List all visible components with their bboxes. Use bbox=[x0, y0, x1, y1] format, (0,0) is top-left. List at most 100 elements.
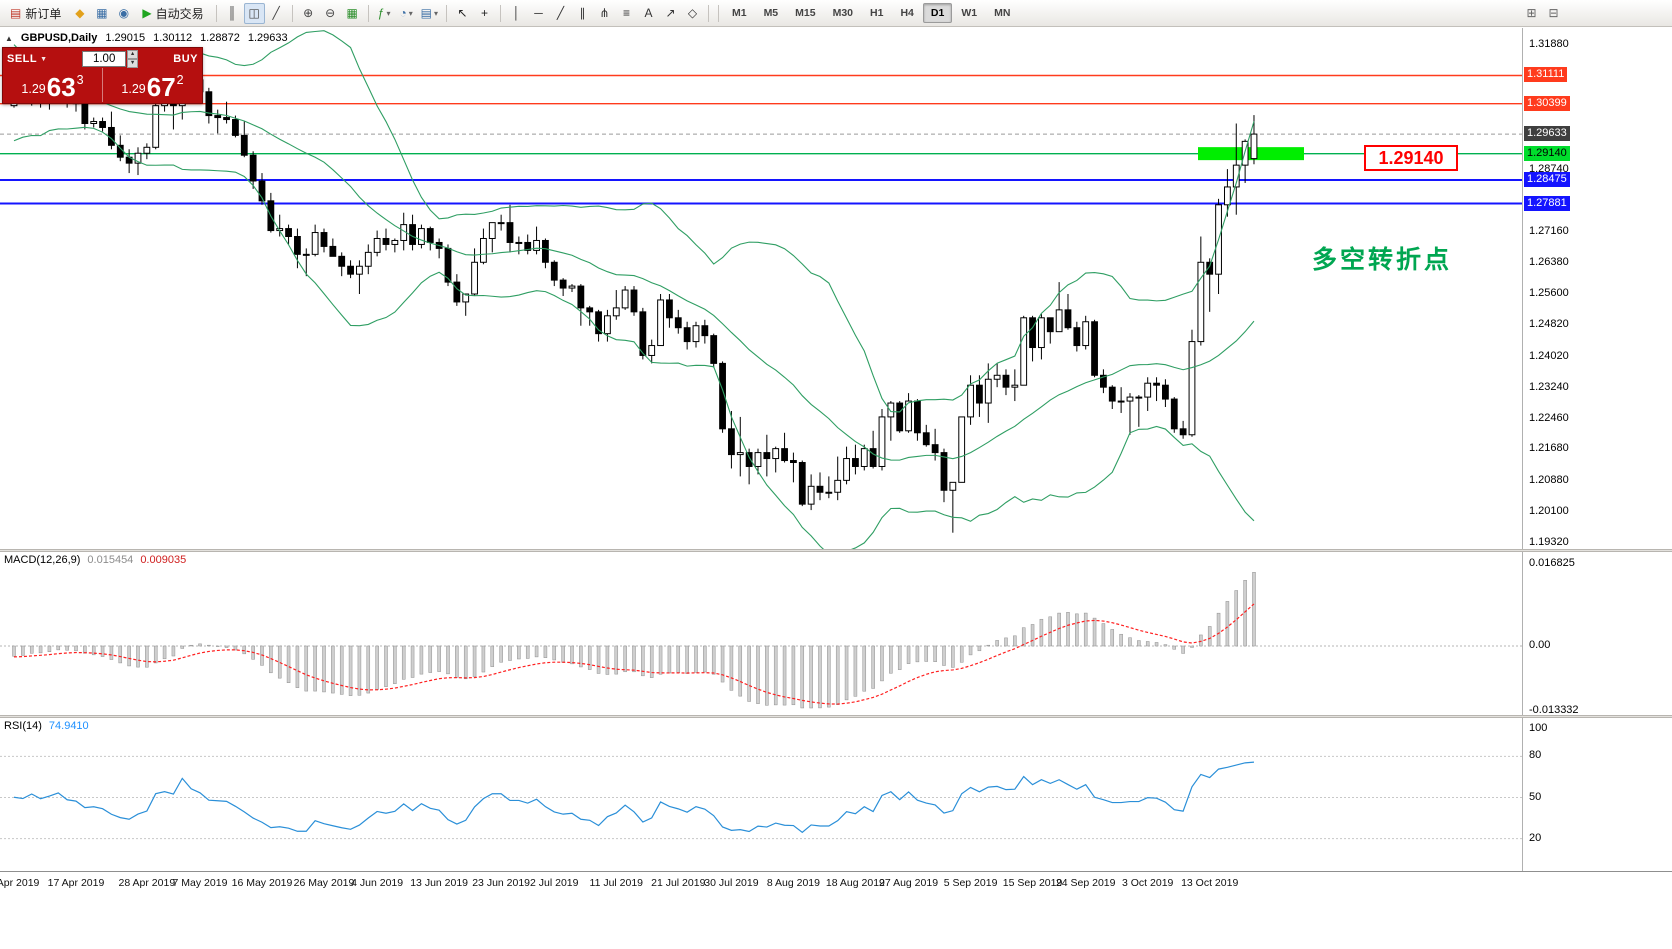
fibonacci-button[interactable]: ≡ bbox=[616, 3, 637, 24]
main-toolbar: ▤ 新订单 ◆ ▦ ◉ ▶ 自动交易 ║ ◫ ╱ ⊕ ⊖ ▦ ƒ ▾ ◔ ▾ ▤ ▾ ↖ + │ ─ ╱ ∥ ⋔ ≡ A ↗ ◇ M1 M5 M… bbox=[0, 0, 1672, 27]
tile-windows-icon: ▦ bbox=[346, 6, 358, 20]
indicators-button[interactable]: ƒ ▾ bbox=[374, 3, 395, 24]
volume-input[interactable] bbox=[82, 51, 127, 67]
sell-price-button[interactable]: 1.29 63 3 bbox=[3, 68, 102, 102]
market-button[interactable]: ◆ bbox=[69, 3, 90, 24]
toolbar-button-label: 自动交易 bbox=[155, 6, 204, 21]
date-label: 11 Jul 2019 bbox=[589, 877, 644, 889]
date-label: 30 Jul 2019 bbox=[704, 877, 759, 889]
volume-up-icon[interactable]: ▲ bbox=[127, 50, 139, 59]
timeframe-button-h4[interactable]: H4 bbox=[900, 7, 914, 19]
price-scale-label: 1.24820 bbox=[1529, 317, 1569, 330]
timeframe-button-m30[interactable]: M30 bbox=[832, 7, 854, 19]
pitchfork-button[interactable]: ⋔ bbox=[594, 3, 615, 24]
autotrading-button[interactable]: ▶ 自动交易 bbox=[135, 3, 210, 24]
tile-windows-button[interactable]: ▦ bbox=[342, 3, 363, 24]
price-scale-label: 1.24020 bbox=[1529, 349, 1569, 362]
window-add-icon: ⊞ bbox=[1526, 6, 1537, 20]
rsi-header: RSI(14) 74.9410 bbox=[4, 720, 89, 732]
timeframe-button-w1[interactable]: W1 bbox=[961, 7, 978, 19]
macd-canvas[interactable] bbox=[0, 552, 1522, 715]
channel-icon: ∥ bbox=[579, 6, 586, 20]
chart-window-icon: ▦ bbox=[96, 6, 108, 20]
price-scale-label: 1.20880 bbox=[1529, 474, 1569, 487]
price-scale[interactable]: 1.31880 1.28740 1.27160 1.26380 1.25600 1.248… bbox=[1522, 28, 1672, 871]
date-label: 26 May 2019 bbox=[293, 877, 355, 889]
toolbar-separator bbox=[445, 4, 447, 22]
zoom-in-button[interactable]: ⊕ bbox=[298, 3, 319, 24]
chart-open-value: 1.29015 bbox=[105, 32, 146, 44]
buy-price-prefix: 1.29 bbox=[121, 82, 146, 96]
rsi-scale-label: 80 bbox=[1529, 749, 1542, 762]
rsi-title: RSI(14) bbox=[4, 720, 42, 732]
community-button[interactable]: ◉ bbox=[113, 3, 134, 24]
crosshair-button[interactable]: + bbox=[474, 3, 495, 24]
one-click-collapse-icon[interactable]: ▲ bbox=[5, 33, 13, 43]
timeframe-button-d1[interactable]: D1 bbox=[922, 3, 953, 23]
date-label: 18 Aug 2019 bbox=[825, 877, 885, 889]
new-order-icon: ▤ bbox=[10, 6, 22, 20]
order-type-dropdown-icon[interactable]: ▼ bbox=[40, 55, 48, 63]
price-level-tag: 1.29140 bbox=[1524, 145, 1570, 161]
rsi-canvas[interactable] bbox=[0, 718, 1522, 871]
chart-window-button[interactable]: ▦ bbox=[91, 3, 112, 24]
buy-price-button[interactable]: 1.29 67 2 bbox=[102, 68, 202, 102]
date-label: 27 Aug 2019 bbox=[879, 877, 939, 889]
price-scale-label: 1.31880 bbox=[1529, 38, 1569, 50]
cursor-button[interactable]: ↖ bbox=[452, 3, 473, 24]
templates-icon: ▤ bbox=[420, 6, 432, 20]
timeframe-button-m15[interactable]: M15 bbox=[795, 7, 816, 19]
price-level-tag: 1.27881 bbox=[1524, 195, 1570, 211]
horizontal-line-button[interactable]: ─ bbox=[528, 3, 549, 24]
pitchfork-icon: ⋔ bbox=[599, 6, 610, 20]
templates-button[interactable]: ▤ ▾ bbox=[418, 3, 441, 24]
date-label: 7 May 2019 bbox=[172, 877, 228, 889]
window-layout-button[interactable]: ⊟ bbox=[1543, 3, 1564, 24]
price-scale-label: 1.22460 bbox=[1529, 411, 1569, 424]
date-label: 8 Aug 2019 bbox=[766, 877, 820, 889]
date-label: 17 Apr 2019 bbox=[47, 877, 105, 889]
macd-scale-label: -0.013332 bbox=[1529, 704, 1579, 717]
zoom-out-button[interactable]: ⊖ bbox=[320, 3, 341, 24]
date-label: 5 Sep 2019 bbox=[943, 877, 998, 889]
trendline-button[interactable]: ╱ bbox=[550, 3, 571, 24]
bar-chart-mode-button[interactable]: ║ bbox=[222, 3, 243, 24]
window-add-button[interactable]: ⊞ bbox=[1521, 3, 1542, 24]
panel-divider[interactable] bbox=[0, 549, 1672, 552]
toolbar-button-label: 新订单 bbox=[25, 6, 62, 21]
timeframe-button-mn[interactable]: MN bbox=[994, 7, 1011, 19]
price-level-tag: 1.28475 bbox=[1524, 172, 1570, 187]
toolbar-separator bbox=[707, 4, 709, 22]
buy-button[interactable]: BUY bbox=[173, 53, 198, 65]
sell-price-prefix: 1.29 bbox=[21, 82, 46, 96]
sell-button[interactable]: SELL bbox=[7, 53, 38, 65]
arrows-button[interactable]: ↗ bbox=[660, 3, 681, 24]
date-label: 3 Oct 2019 bbox=[1122, 877, 1174, 889]
price-scale-label: 1.20100 bbox=[1529, 505, 1569, 518]
volume-down-icon[interactable]: ▼ bbox=[127, 59, 139, 68]
text-button[interactable]: A bbox=[638, 3, 659, 24]
panel-divider[interactable] bbox=[0, 715, 1672, 718]
vertical-line-button[interactable]: │ bbox=[506, 3, 527, 24]
new-order-button[interactable]: ▤ 新订单 bbox=[3, 3, 68, 24]
periods-button[interactable]: ◔ ▾ bbox=[396, 3, 417, 24]
shapes-button[interactable]: ◇ bbox=[682, 3, 703, 24]
sell-price-pipette: 3 bbox=[76, 73, 84, 87]
candlestick-mode-button[interactable]: ◫ bbox=[243, 2, 265, 24]
rsi-indicator-panel: RSI(14) 74.9410 bbox=[0, 718, 1522, 871]
price-scale-label: 1.27160 bbox=[1529, 225, 1569, 238]
price-chart-canvas[interactable] bbox=[0, 28, 1522, 549]
buy-price-big: 67 bbox=[146, 72, 176, 103]
line-chart-mode-button[interactable]: ╱ bbox=[266, 3, 287, 24]
timeframe-button-m1[interactable]: M1 bbox=[731, 7, 747, 19]
channel-button[interactable]: ∥ bbox=[572, 3, 593, 24]
date-label: 16 May 2019 bbox=[231, 877, 293, 889]
price-scale-label: 1.26380 bbox=[1529, 256, 1569, 269]
toolbar-separator bbox=[291, 4, 293, 22]
timeframe-button-m5[interactable]: M5 bbox=[763, 7, 779, 19]
rsi-scale-label: 100 bbox=[1529, 722, 1548, 734]
timeframe-button-h1[interactable]: H1 bbox=[870, 7, 884, 19]
chart-high-value: 1.30112 bbox=[153, 32, 193, 44]
